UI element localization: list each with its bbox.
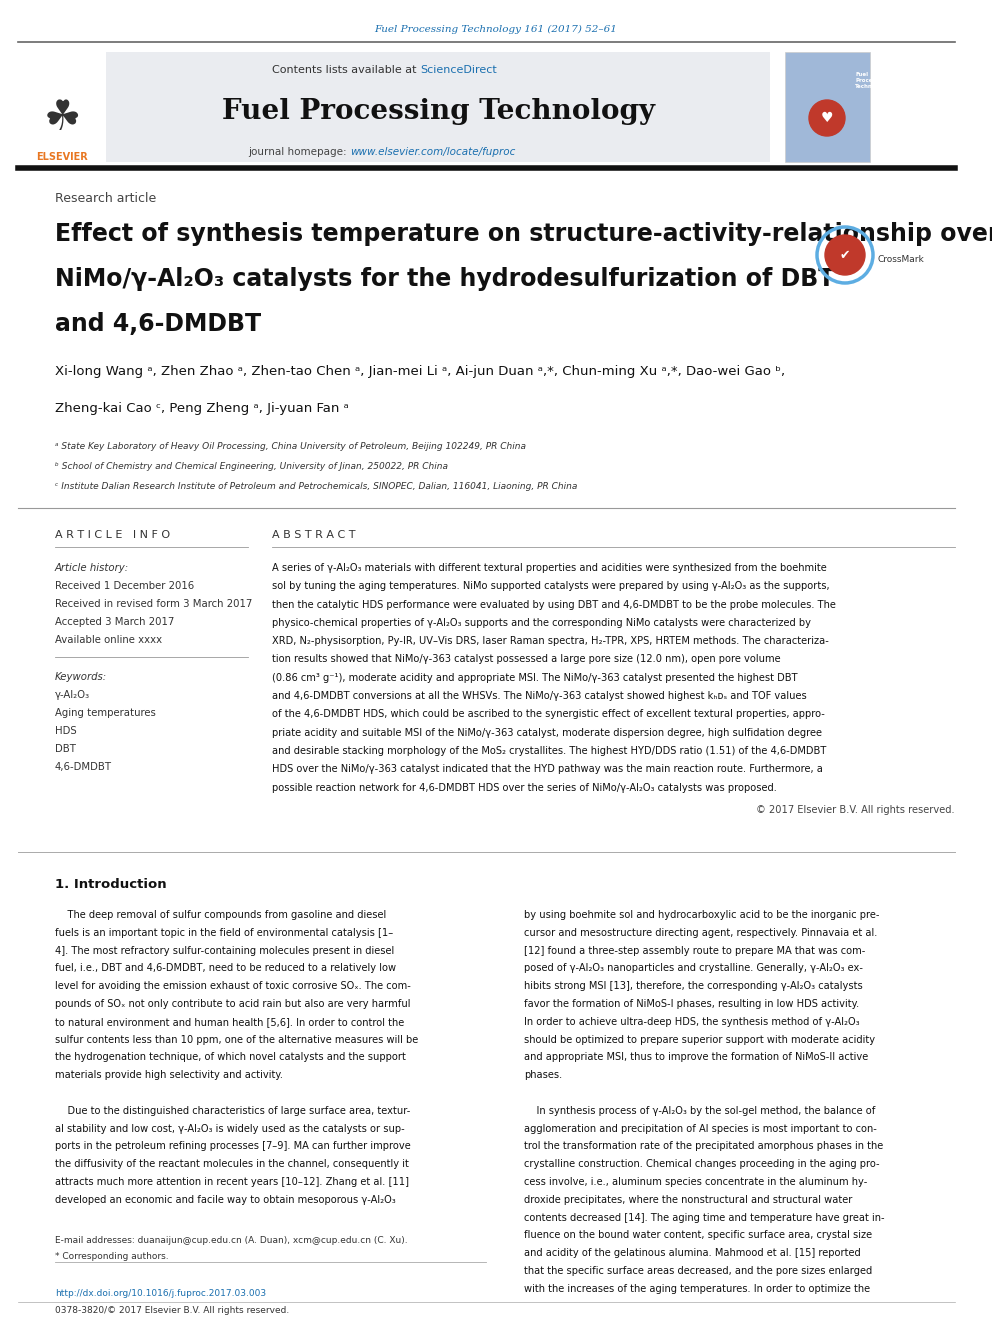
Text: © 2017 Elsevier B.V. All rights reserved.: © 2017 Elsevier B.V. All rights reserved… <box>756 804 955 815</box>
Text: possible reaction network for 4,6-DMDBT HDS over the series of NiMo/γ-Al₂O₃ cata: possible reaction network for 4,6-DMDBT … <box>272 783 777 792</box>
Text: fuels is an important topic in the field of environmental catalysis [1–: fuels is an important topic in the field… <box>55 927 393 938</box>
Text: the diffusivity of the reactant molecules in the channel, consequently it: the diffusivity of the reactant molecule… <box>55 1159 409 1170</box>
Text: A series of γ-Al₂O₃ materials with different textural properties and acidities w: A series of γ-Al₂O₃ materials with diffe… <box>272 564 826 573</box>
Text: Contents lists available at: Contents lists available at <box>272 65 420 75</box>
Text: ᵇ School of Chemistry and Chemical Engineering, University of Jinan, 250022, PR : ᵇ School of Chemistry and Chemical Engin… <box>55 462 448 471</box>
Text: tion results showed that NiMo/γ-363 catalyst possessed a large pore size (12.0 n: tion results showed that NiMo/γ-363 cata… <box>272 655 781 664</box>
Text: and 4,6-DMDBT: and 4,6-DMDBT <box>55 312 261 336</box>
Text: crystalline construction. Chemical changes proceeding in the aging pro-: crystalline construction. Chemical chang… <box>524 1159 880 1170</box>
Text: ELSEVIER: ELSEVIER <box>36 152 88 161</box>
Text: level for avoiding the emission exhaust of toxic corrosive SOₓ. The com-: level for avoiding the emission exhaust … <box>55 982 411 991</box>
Text: physico-chemical properties of γ-Al₂O₃ supports and the corresponding NiMo catal: physico-chemical properties of γ-Al₂O₃ s… <box>272 618 811 628</box>
Text: posed of γ-Al₂O₃ nanoparticles and crystalline. Generally, γ-Al₂O₃ ex-: posed of γ-Al₂O₃ nanoparticles and cryst… <box>524 963 863 974</box>
Text: (0.86 cm³ g⁻¹), moderate acidity and appropriate MSI. The NiMo/γ-363 catalyst pr: (0.86 cm³ g⁻¹), moderate acidity and app… <box>272 673 798 683</box>
Text: ᶜ Institute Dalian Research Institute of Petroleum and Petrochemicals, SINOPEC, : ᶜ Institute Dalian Research Institute of… <box>55 482 577 491</box>
Text: Received in revised form 3 March 2017: Received in revised form 3 March 2017 <box>55 599 252 609</box>
Text: Fuel Processing Technology 161 (2017) 52–61: Fuel Processing Technology 161 (2017) 52… <box>375 25 617 34</box>
Text: * Corresponding authors.: * Corresponding authors. <box>55 1252 169 1261</box>
Text: ☘: ☘ <box>44 97 80 139</box>
Text: Fuel Processing Technology: Fuel Processing Technology <box>221 98 655 124</box>
Text: and acidity of the gelatinous alumina. Mahmood et al. [15] reported: and acidity of the gelatinous alumina. M… <box>524 1248 861 1258</box>
Text: Fuel
Processing
Technology: Fuel Processing Technology <box>855 71 890 89</box>
Text: Keywords:: Keywords: <box>55 672 107 681</box>
Text: cursor and mesostructure directing agent, respectively. Pinnavaia et al.: cursor and mesostructure directing agent… <box>524 927 877 938</box>
Text: Effect of synthesis temperature on structure-activity-relationship over: Effect of synthesis temperature on struc… <box>55 222 992 246</box>
Text: to natural environment and human health [5,6]. In order to control the: to natural environment and human health … <box>55 1017 405 1027</box>
Text: phases.: phases. <box>524 1070 562 1080</box>
FancyBboxPatch shape <box>785 52 870 161</box>
Text: by using boehmite sol and hydrocarboxylic acid to be the inorganic pre-: by using boehmite sol and hydrocarboxyli… <box>524 910 880 919</box>
Text: and desirable stacking morphology of the MoS₂ crystallites. The highest HYD/DDS : and desirable stacking morphology of the… <box>272 746 826 755</box>
Text: ScienceDirect: ScienceDirect <box>420 65 497 75</box>
Text: 1. Introduction: 1. Introduction <box>55 878 167 890</box>
Text: [12] found a three-step assembly route to prepare MA that was com-: [12] found a three-step assembly route t… <box>524 946 865 955</box>
Text: γ-Al₂O₃: γ-Al₂O₃ <box>55 691 90 700</box>
Text: journal homepage:: journal homepage: <box>248 147 350 157</box>
Text: CrossMark: CrossMark <box>877 254 924 263</box>
Text: should be optimized to prepare superior support with moderate acidity: should be optimized to prepare superior … <box>524 1035 875 1045</box>
FancyBboxPatch shape <box>105 52 770 161</box>
Circle shape <box>825 235 865 275</box>
Text: the hydrogenation technique, of which novel catalysts and the support: the hydrogenation technique, of which no… <box>55 1052 406 1062</box>
Text: contents decreased [14]. The aging time and temperature have great in-: contents decreased [14]. The aging time … <box>524 1213 885 1222</box>
Text: ports in the petroleum refining processes [7–9]. MA can further improve: ports in the petroleum refining processe… <box>55 1142 411 1151</box>
Text: and appropriate MSI, thus to improve the formation of NiMoS-II active: and appropriate MSI, thus to improve the… <box>524 1052 868 1062</box>
Text: 4,6-DMDBT: 4,6-DMDBT <box>55 762 112 773</box>
Text: 0378-3820/© 2017 Elsevier B.V. All rights reserved.: 0378-3820/© 2017 Elsevier B.V. All right… <box>55 1306 290 1315</box>
Text: pounds of SOₓ not only contribute to acid rain but also are very harmful: pounds of SOₓ not only contribute to aci… <box>55 999 411 1009</box>
Text: HDS: HDS <box>55 726 76 736</box>
Text: of the 4,6-DMDBT HDS, which could be ascribed to the synergistic effect of excel: of the 4,6-DMDBT HDS, which could be asc… <box>272 709 825 720</box>
Text: cess involve, i.e., aluminum species concentrate in the aluminum hy-: cess involve, i.e., aluminum species con… <box>524 1177 867 1187</box>
Text: DBT: DBT <box>55 744 75 754</box>
Text: trol the transformation rate of the precipitated amorphous phases in the: trol the transformation rate of the prec… <box>524 1142 883 1151</box>
Text: Available online xxxx: Available online xxxx <box>55 635 162 646</box>
Text: E-mail addresses: duanaijun@cup.edu.cn (A. Duan), xcm@cup.edu.cn (C. Xu).: E-mail addresses: duanaijun@cup.edu.cn (… <box>55 1236 408 1245</box>
Text: ᵃ State Key Laboratory of Heavy Oil Processing, China University of Petroleum, B: ᵃ State Key Laboratory of Heavy Oil Proc… <box>55 442 526 451</box>
Text: agglomeration and precipitation of Al species is most important to con-: agglomeration and precipitation of Al sp… <box>524 1123 877 1134</box>
Text: priate acidity and suitable MSI of the NiMo/γ-363 catalyst, moderate dispersion : priate acidity and suitable MSI of the N… <box>272 728 822 738</box>
Text: favor the formation of NiMoS-I phases, resulting in low HDS activity.: favor the formation of NiMoS-I phases, r… <box>524 999 859 1009</box>
FancyBboxPatch shape <box>18 52 106 161</box>
Text: Aging temperatures: Aging temperatures <box>55 708 156 718</box>
Text: that the specific surface areas decreased, and the pore sizes enlarged: that the specific surface areas decrease… <box>524 1266 872 1275</box>
Text: www.elsevier.com/locate/fuproc: www.elsevier.com/locate/fuproc <box>350 147 516 157</box>
Text: The deep removal of sulfur compounds from gasoline and diesel: The deep removal of sulfur compounds fro… <box>55 910 386 919</box>
Text: http://dx.doi.org/10.1016/j.fuproc.2017.03.003: http://dx.doi.org/10.1016/j.fuproc.2017.… <box>55 1289 266 1298</box>
Text: In order to achieve ultra-deep HDS, the synthesis method of γ-Al₂O₃: In order to achieve ultra-deep HDS, the … <box>524 1017 860 1027</box>
Text: ✔: ✔ <box>840 249 850 262</box>
Text: attracts much more attention in recent years [10–12]. Zhang et al. [11]: attracts much more attention in recent y… <box>55 1177 409 1187</box>
Text: HDS over the NiMo/γ-363 catalyst indicated that the HYD pathway was the main rea: HDS over the NiMo/γ-363 catalyst indicat… <box>272 765 823 774</box>
Text: A R T I C L E   I N F O: A R T I C L E I N F O <box>55 531 170 540</box>
Text: Research article: Research article <box>55 192 157 205</box>
Text: 4]. The most refractory sulfur-containing molecules present in diesel: 4]. The most refractory sulfur-containin… <box>55 946 394 955</box>
Text: sol by tuning the aging temperatures. NiMo supported catalysts were prepared by : sol by tuning the aging temperatures. Ni… <box>272 581 829 591</box>
Text: NiMo/γ-Al₂O₃ catalysts for the hydrodesulfurization of DBT: NiMo/γ-Al₂O₃ catalysts for the hydrodesu… <box>55 267 834 291</box>
Text: Accepted 3 March 2017: Accepted 3 March 2017 <box>55 617 175 627</box>
Text: hibits strong MSI [13], therefore, the corresponding γ-Al₂O₃ catalysts: hibits strong MSI [13], therefore, the c… <box>524 982 863 991</box>
Text: then the catalytic HDS performance were evaluated by using DBT and 4,6-DMDBT to : then the catalytic HDS performance were … <box>272 599 836 610</box>
Text: al stability and low cost, γ-Al₂O₃ is widely used as the catalysts or sup-: al stability and low cost, γ-Al₂O₃ is wi… <box>55 1123 405 1134</box>
Text: and 4,6-DMDBT conversions at all the WHSVs. The NiMo/γ-363 catalyst showed highe: and 4,6-DMDBT conversions at all the WHS… <box>272 691 806 701</box>
Text: fuel, i.e., DBT and 4,6-DMDBT, need to be reduced to a relatively low: fuel, i.e., DBT and 4,6-DMDBT, need to b… <box>55 963 396 974</box>
Text: Zheng-kai Cao ᶜ, Peng Zheng ᵃ, Ji-yuan Fan ᵃ: Zheng-kai Cao ᶜ, Peng Zheng ᵃ, Ji-yuan F… <box>55 402 349 415</box>
Text: Due to the distinguished characteristics of large surface area, textur-: Due to the distinguished characteristics… <box>55 1106 411 1115</box>
Text: fluence on the bound water content, specific surface area, crystal size: fluence on the bound water content, spec… <box>524 1230 872 1241</box>
Text: ♥: ♥ <box>820 111 833 124</box>
Text: droxide precipitates, where the nonstructural and structural water: droxide precipitates, where the nonstruc… <box>524 1195 852 1205</box>
Text: developed an economic and facile way to obtain mesoporous γ-Al₂O₃: developed an economic and facile way to … <box>55 1195 396 1205</box>
Text: Received 1 December 2016: Received 1 December 2016 <box>55 581 194 591</box>
Text: XRD, N₂-physisorption, Py-IR, UV–Vis DRS, laser Raman spectra, H₂-TPR, XPS, HRTE: XRD, N₂-physisorption, Py-IR, UV–Vis DRS… <box>272 636 829 646</box>
Text: Xi-long Wang ᵃ, Zhen Zhao ᵃ, Zhen-tao Chen ᵃ, Jian-mei Li ᵃ, Ai-jun Duan ᵃ,*, Ch: Xi-long Wang ᵃ, Zhen Zhao ᵃ, Zhen-tao Ch… <box>55 365 785 378</box>
Text: In synthesis process of γ-Al₂O₃ by the sol-gel method, the balance of: In synthesis process of γ-Al₂O₃ by the s… <box>524 1106 875 1115</box>
Text: with the increases of the aging temperatures. In order to optimize the: with the increases of the aging temperat… <box>524 1283 870 1294</box>
Text: A B S T R A C T: A B S T R A C T <box>272 531 355 540</box>
Circle shape <box>809 101 845 136</box>
Text: Article history:: Article history: <box>55 564 129 573</box>
Text: materials provide high selectivity and activity.: materials provide high selectivity and a… <box>55 1070 283 1080</box>
Text: sulfur contents less than 10 ppm, one of the alternative measures will be: sulfur contents less than 10 ppm, one of… <box>55 1035 419 1045</box>
